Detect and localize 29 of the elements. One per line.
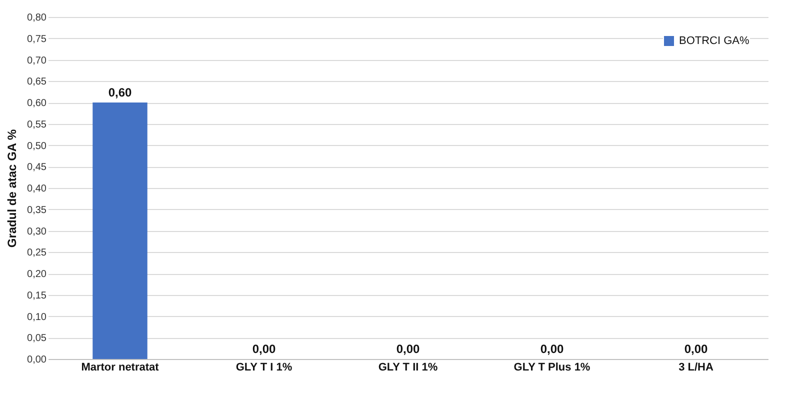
y-tick-label: 0,25 bbox=[27, 248, 47, 259]
x-tick-label: GLY T II 1% bbox=[378, 362, 438, 374]
data-label: 0,00 bbox=[252, 342, 276, 356]
x-tick-label: Martor netratat bbox=[81, 362, 160, 374]
data-label: 0,00 bbox=[684, 342, 708, 356]
y-tick-label: 0,45 bbox=[27, 162, 47, 174]
y-tick-label: 0,35 bbox=[27, 204, 47, 216]
y-tick-label: 0,05 bbox=[27, 333, 47, 344]
data-label: 0,00 bbox=[540, 342, 564, 356]
data-label: 0,60 bbox=[108, 86, 132, 100]
data-label: 0,00 bbox=[396, 342, 420, 356]
y-tick-label: 0,30 bbox=[27, 226, 47, 238]
y-tick-label: 0,75 bbox=[27, 34, 47, 45]
y-tick-label: 0,50 bbox=[27, 140, 47, 152]
y-tick-label: 0,40 bbox=[27, 184, 47, 194]
y-tick-label: 0,70 bbox=[27, 55, 47, 66]
x-tick-label: 3 L/HA bbox=[678, 362, 714, 374]
y-tick-label: 0,55 bbox=[27, 119, 47, 130]
y-tick-label: 0,80 bbox=[27, 12, 47, 24]
x-tick-label: GLY T Plus 1% bbox=[514, 362, 590, 374]
y-axis-title: Gradul de atac GA % bbox=[5, 129, 20, 248]
y-tick-label: 0,60 bbox=[27, 98, 47, 109]
y-tick-label: 0,65 bbox=[27, 76, 47, 88]
y-tick-label: 0,20 bbox=[27, 269, 47, 280]
y-tick-label: 0,10 bbox=[27, 312, 47, 323]
legend-label: BOTRCI GA% bbox=[679, 35, 750, 47]
y-tick-label: 0,00 bbox=[27, 354, 47, 366]
y-tick-label: 0,15 bbox=[27, 290, 47, 302]
x-tick-label: GLY T I 1% bbox=[236, 362, 292, 374]
